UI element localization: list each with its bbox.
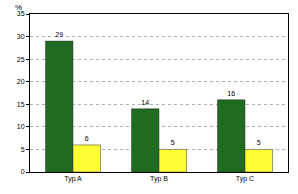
svg-text:5: 5 bbox=[171, 139, 175, 146]
svg-text:%: % bbox=[15, 3, 22, 12]
svg-text:35: 35 bbox=[17, 10, 25, 17]
svg-text:20: 20 bbox=[17, 78, 25, 85]
svg-text:25: 25 bbox=[17, 56, 25, 63]
svg-text:5: 5 bbox=[257, 139, 261, 146]
svg-text:5: 5 bbox=[21, 146, 25, 153]
svg-text:16: 16 bbox=[227, 90, 235, 97]
svg-text:14: 14 bbox=[141, 99, 149, 106]
svg-text:Typ B: Typ B bbox=[150, 175, 168, 183]
svg-text:6: 6 bbox=[85, 135, 89, 142]
svg-text:Typ C: Typ C bbox=[236, 175, 254, 183]
svg-text:29: 29 bbox=[55, 31, 63, 38]
svg-text:10: 10 bbox=[17, 123, 25, 130]
svg-text:0: 0 bbox=[21, 168, 25, 175]
svg-text:30: 30 bbox=[17, 33, 25, 40]
svg-text:Typ A: Typ A bbox=[64, 175, 82, 183]
svg-text:15: 15 bbox=[17, 101, 25, 108]
